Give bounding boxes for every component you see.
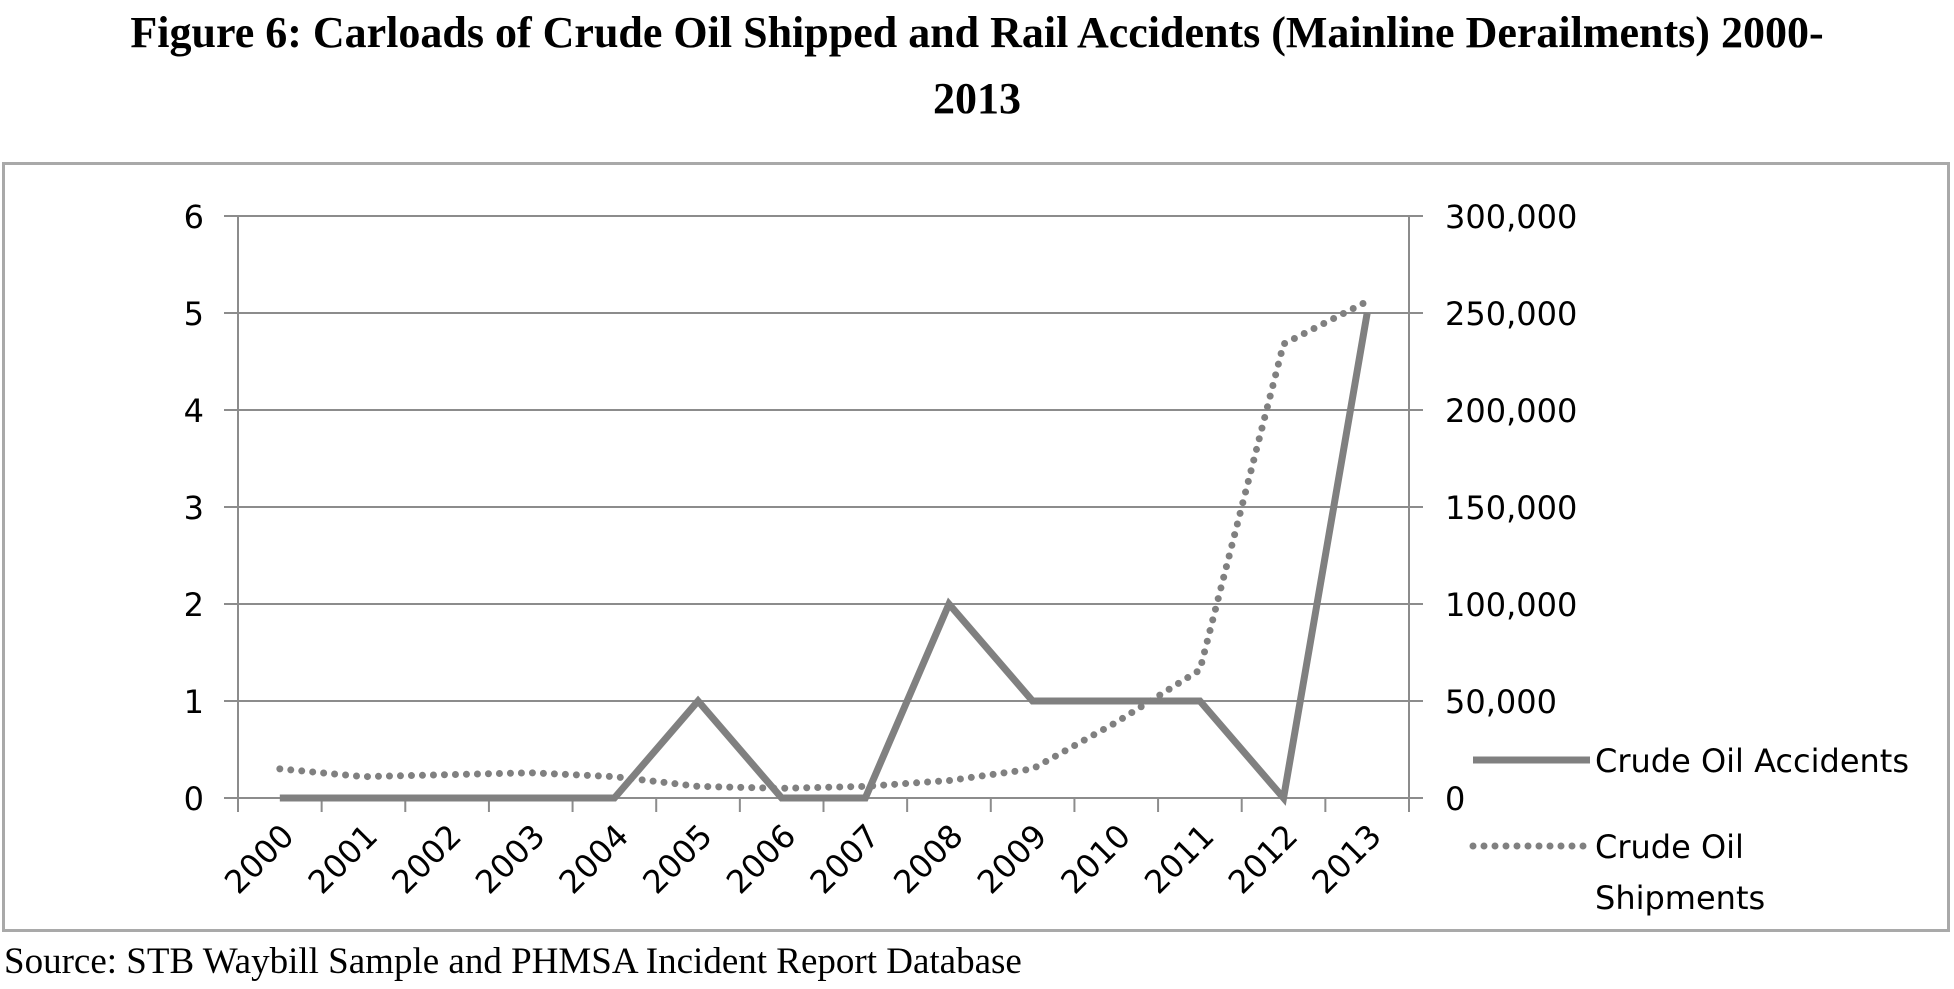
series-line-crude-oil-accidents xyxy=(279,312,1371,806)
figure-title-line-1: Figure 6: Carloads of Crude Oil Shipped … xyxy=(130,8,1824,57)
x-tick-label: 2011 xyxy=(1137,817,1221,901)
left-tick-label: 6 xyxy=(184,198,204,236)
right-tick-label: 300,000 xyxy=(1445,198,1577,236)
left-tick-label: 1 xyxy=(184,683,204,721)
chart-area: 0 1 2 3 4 5 6 0 50,000 100,000 150,000 200,000 250,0… xyxy=(2,162,1950,932)
right-tick-label: 250,000 xyxy=(1445,295,1577,333)
left-tick-label: 3 xyxy=(184,489,204,527)
x-tick-label: 2010 xyxy=(1053,817,1137,901)
left-tick-label: 5 xyxy=(184,295,204,333)
x-tick-label: 2001 xyxy=(301,817,385,901)
legend-label-accidents: Crude Oil Accidents xyxy=(1595,742,1909,780)
series-line-crude-oil-shipments xyxy=(276,297,1371,792)
chart-svg: 0 1 2 3 4 5 6 0 50,000 100,000 150,000 200,000 250,0… xyxy=(184,198,1909,917)
legend-label-shipments: Crude Oil Shipments xyxy=(1595,828,1765,917)
right-tick-label: 200,000 xyxy=(1445,392,1577,430)
left-tick-label: 4 xyxy=(184,392,204,430)
right-tick-label: 100,000 xyxy=(1445,586,1577,624)
x-tick-label: 2012 xyxy=(1221,817,1305,901)
figure-title: Figure 6: Carloads of Crude Oil Shipped … xyxy=(0,0,1954,132)
x-tick-label: 2009 xyxy=(970,817,1054,901)
x-tick-label: 2005 xyxy=(635,817,719,901)
x-tick-label: 2000 xyxy=(217,817,301,901)
source-note: Source: STB Waybill Sample and PHMSA Inc… xyxy=(4,941,1022,982)
x-tick-label: 2002 xyxy=(384,817,468,901)
x-tick-label: 2007 xyxy=(803,817,887,901)
left-tick-label: 0 xyxy=(184,780,204,818)
x-tick-label: 2008 xyxy=(886,817,970,901)
right-tick-label: 0 xyxy=(1445,780,1465,818)
x-tick-label: 2013 xyxy=(1304,817,1388,901)
x-tick-label: 2003 xyxy=(468,817,552,901)
x-tick-label: 2004 xyxy=(552,817,636,901)
left-tick-label: 2 xyxy=(184,586,204,624)
right-tick-label: 50,000 xyxy=(1445,683,1557,721)
right-tick-label: 150,000 xyxy=(1445,489,1577,527)
x-tick-label: 2006 xyxy=(719,817,803,901)
figure-title-line-2: 2013 xyxy=(933,74,1021,123)
